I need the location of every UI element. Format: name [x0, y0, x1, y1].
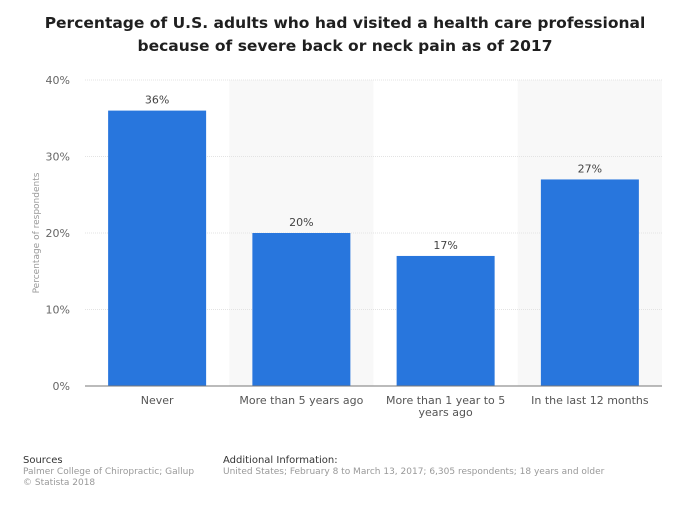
data-label: 17%	[433, 239, 457, 252]
y-tick-label: 0%	[53, 380, 70, 393]
data-label: 20%	[289, 216, 313, 229]
x-tick-label-line: More than 1 year to 5	[386, 394, 505, 407]
x-tick-label-line: years ago	[419, 406, 473, 419]
bar	[252, 233, 351, 386]
sources-block: Sources Palmer College of Chiropractic; …	[23, 455, 194, 489]
x-tick-label: More than 1 year to 5 years ago	[386, 394, 505, 419]
sources-title: Sources	[23, 455, 63, 466]
bar	[540, 179, 639, 386]
additional-info-text: United States; February 8 to March 13, 2…	[223, 467, 605, 477]
x-tick-label: Never	[141, 394, 174, 407]
data-label: 27%	[578, 162, 602, 175]
bar	[108, 110, 207, 386]
y-axis-title: Percentage of respondents	[32, 172, 42, 293]
y-tick-label: 10%	[46, 304, 70, 317]
additional-info-block: Additional Information: United States; F…	[223, 455, 604, 478]
x-tick-label: More than 5 years ago	[239, 394, 363, 407]
additional-info-title: Additional Information:	[223, 455, 338, 466]
x-tick-label-line: Never	[141, 394, 174, 407]
bar-chart: 36% 20% 17% 27% 0% 10% 20% 30% 40% Percentage of…	[32, 74, 662, 419]
x-tick-label-line: More than 5 years ago	[239, 394, 363, 407]
y-tick-label: 40%	[46, 74, 70, 87]
y-tick-label: 30%	[46, 151, 70, 164]
bar	[396, 255, 495, 386]
data-label: 36%	[145, 94, 169, 107]
x-tick-label: In the last 12 months	[531, 394, 649, 407]
sources-line1: Palmer College of Chiropractic; Gallup	[23, 467, 195, 477]
x-tick-label-line: In the last 12 months	[531, 394, 649, 407]
y-tick-label: 20%	[46, 227, 70, 240]
chart-title-line2: because of severe back or neck pain as o…	[137, 37, 553, 55]
sources-line2: © Statista 2018	[23, 478, 96, 488]
chart-title: Percentage of U.S. adults who had visite…	[20, 12, 670, 58]
chart-title-line1: Percentage of U.S. adults who had visite…	[44, 14, 646, 32]
